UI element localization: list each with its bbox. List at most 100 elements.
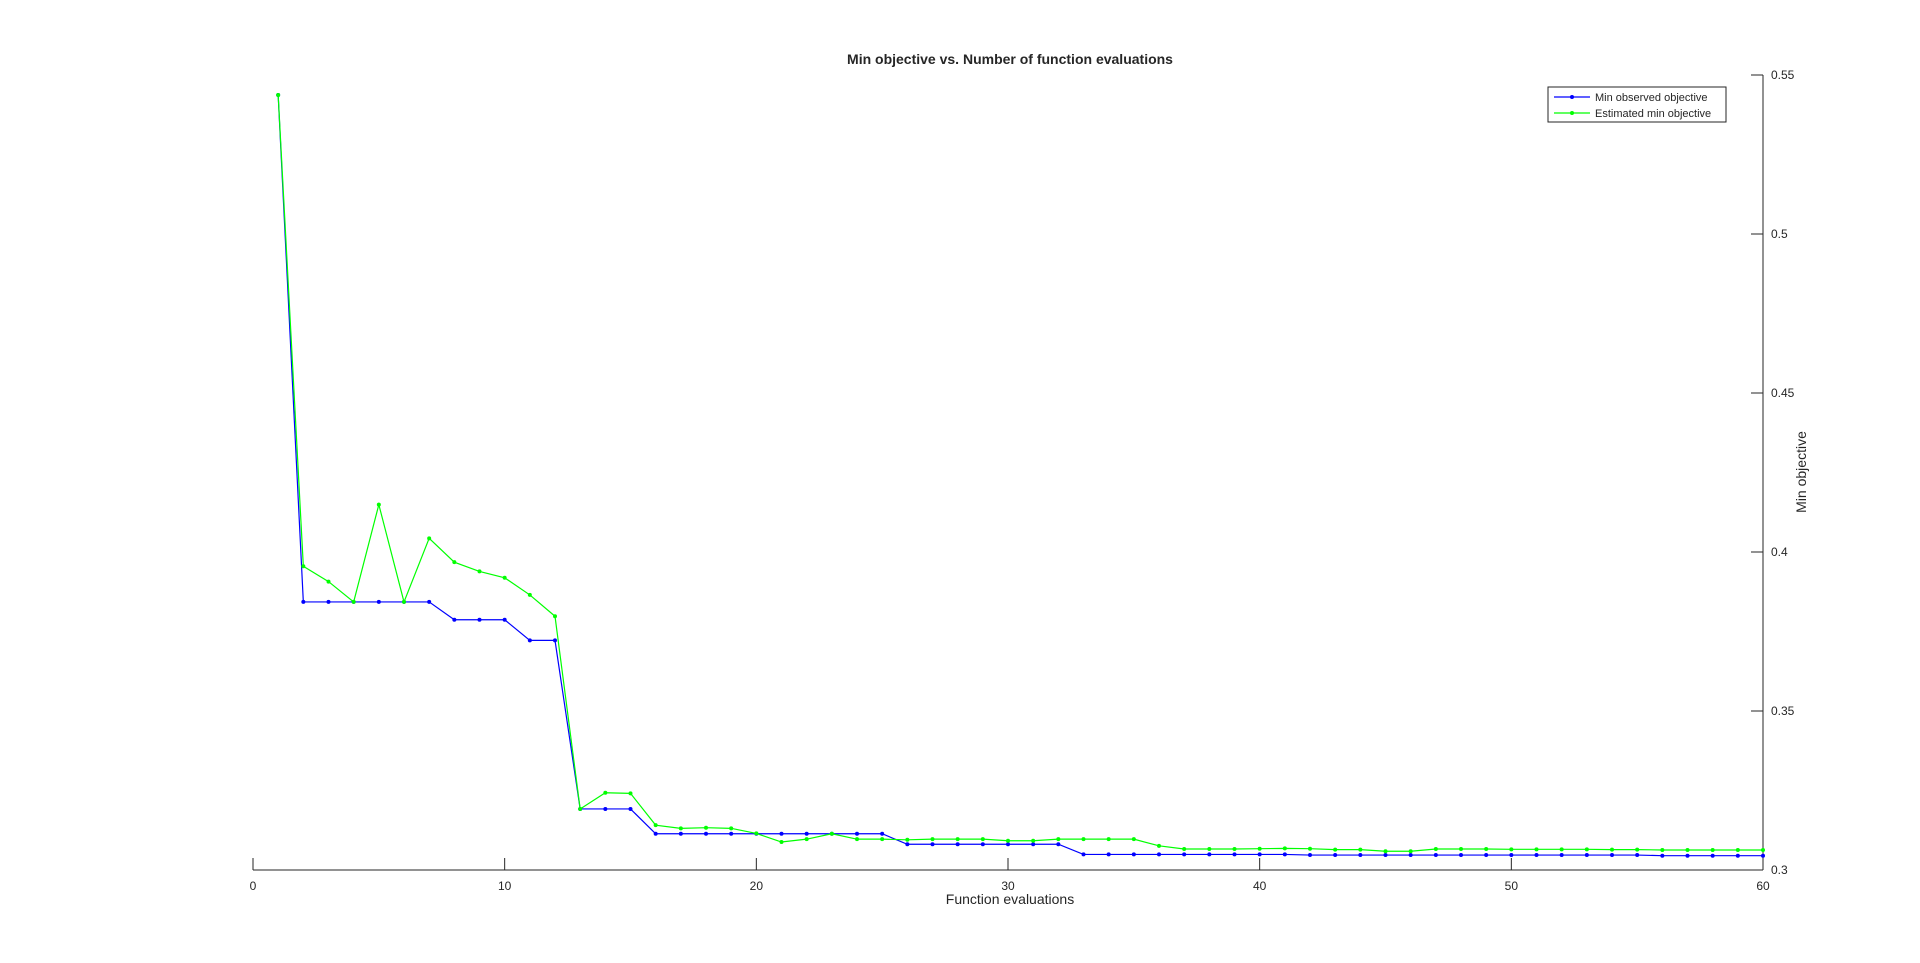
data-point-min-observed-objective xyxy=(1257,852,1262,857)
data-point-min-observed-objective xyxy=(1484,853,1489,858)
data-point-estimated-min-objective xyxy=(1006,838,1010,843)
data-point-estimated-min-objective xyxy=(527,592,532,597)
data-point-min-observed-objective xyxy=(628,806,633,811)
data-point-estimated-min-objective xyxy=(1735,847,1740,852)
legend-marker-min-observed-objective xyxy=(1570,95,1574,99)
data-point-estimated-min-objective xyxy=(402,599,406,604)
data-point-min-observed-objective xyxy=(1610,853,1614,858)
data-point-estimated-min-objective xyxy=(1131,837,1136,842)
data-point-min-observed-objective xyxy=(980,842,985,847)
data-point-estimated-min-objective xyxy=(1660,847,1665,852)
x-tick-label: 50 xyxy=(1505,879,1519,893)
data-point-min-observed-objective xyxy=(779,831,784,836)
data-point-min-observed-objective xyxy=(1308,853,1312,858)
legend-box xyxy=(1547,86,1727,123)
y-tick-label: 0.5 xyxy=(1771,227,1788,241)
data-point-estimated-min-objective xyxy=(1333,847,1338,852)
data-point-min-observed-objective xyxy=(678,831,683,836)
x-tick-label: 60 xyxy=(1756,879,1770,893)
data-point-estimated-min-objective xyxy=(603,790,608,795)
data-point-min-observed-objective xyxy=(930,842,935,847)
data-point-estimated-min-objective xyxy=(1408,849,1413,854)
data-point-estimated-min-objective xyxy=(804,837,809,842)
series-line-estimated-min-objective xyxy=(277,95,1763,852)
data-point-estimated-min-objective xyxy=(1106,837,1111,842)
data-point-min-observed-objective xyxy=(1006,842,1010,847)
x-tick-label: 0 xyxy=(250,879,257,893)
data-point-estimated-min-objective xyxy=(578,806,583,811)
data-point-min-observed-objective xyxy=(1157,852,1161,857)
y-tick-label: 0.45 xyxy=(1771,386,1795,400)
data-point-estimated-min-objective xyxy=(1559,847,1564,852)
data-point-min-observed-objective xyxy=(527,638,532,643)
data-point-estimated-min-objective xyxy=(955,837,960,842)
data-point-estimated-min-objective xyxy=(1232,847,1237,852)
data-point-min-observed-objective xyxy=(1182,852,1187,857)
data-point-min-observed-objective xyxy=(376,599,381,604)
data-point-min-observed-objective xyxy=(1559,853,1564,858)
data-point-min-observed-objective xyxy=(1333,853,1338,858)
data-point-estimated-min-objective xyxy=(754,831,759,836)
data-point-estimated-min-objective xyxy=(1459,847,1463,852)
data-point-estimated-min-objective xyxy=(1031,838,1036,843)
data-point-estimated-min-objective xyxy=(1207,847,1212,852)
data-point-min-observed-objective xyxy=(804,831,809,836)
data-point-estimated-min-objective xyxy=(1710,847,1715,852)
data-point-min-observed-objective xyxy=(1534,853,1539,858)
data-point-min-observed-objective xyxy=(955,842,960,847)
data-point-estimated-min-objective xyxy=(704,825,708,830)
data-point-estimated-min-objective xyxy=(477,569,482,574)
data-point-min-observed-objective xyxy=(603,806,608,811)
data-point-min-observed-objective xyxy=(1207,852,1212,857)
data-point-min-observed-objective xyxy=(704,831,708,836)
data-point-estimated-min-objective xyxy=(880,837,885,842)
data-point-estimated-min-objective xyxy=(1182,847,1187,852)
data-point-min-observed-objective xyxy=(1710,853,1715,858)
data-point-min-observed-objective xyxy=(1056,842,1061,847)
data-point-min-observed-objective xyxy=(1735,853,1740,858)
axes: 0 10 20 30 40 50 600.3 0.35 0.4 0.45 0.5 0.55 xyxy=(250,68,1795,893)
data-point-estimated-min-objective xyxy=(1610,847,1614,852)
data-point-estimated-min-objective xyxy=(1056,837,1061,842)
x-axis-label: Function evaluations xyxy=(946,891,1074,907)
legend-label-estimated-min-objective: Estimated min objective xyxy=(1595,108,1711,120)
data-point-estimated-min-objective xyxy=(829,831,834,836)
data-point-min-observed-objective xyxy=(326,599,331,604)
plot-area xyxy=(276,93,1765,858)
data-point-min-observed-objective xyxy=(502,617,507,622)
data-point-estimated-min-objective xyxy=(653,823,658,828)
data-point-min-observed-objective xyxy=(553,638,557,643)
data-point-min-observed-objective xyxy=(1081,852,1086,857)
data-point-estimated-min-objective xyxy=(1308,846,1312,851)
y-tick-label: 0.3 xyxy=(1771,863,1788,877)
legend-label-min-observed-objective: Min observed objective xyxy=(1595,92,1708,104)
x-tick-label: 40 xyxy=(1253,879,1267,893)
x-tick-label: 20 xyxy=(750,879,764,893)
data-point-min-observed-objective xyxy=(729,831,734,836)
data-point-estimated-min-objective xyxy=(1685,847,1690,852)
data-point-estimated-min-objective xyxy=(930,837,935,842)
data-point-min-observed-objective xyxy=(1433,853,1438,858)
data-point-min-observed-objective xyxy=(1635,853,1640,858)
data-point-estimated-min-objective xyxy=(452,560,457,565)
data-point-min-observed-objective xyxy=(653,831,658,836)
data-point-min-observed-objective xyxy=(1131,852,1136,857)
data-point-min-observed-objective xyxy=(427,599,432,604)
y-tick-label: 0.55 xyxy=(1771,68,1795,82)
data-point-min-observed-objective xyxy=(452,617,457,622)
data-point-min-observed-objective xyxy=(1383,853,1388,858)
data-point-estimated-min-objective xyxy=(980,837,985,842)
data-point-estimated-min-objective xyxy=(1534,847,1539,852)
data-point-estimated-min-objective xyxy=(276,93,281,98)
data-point-min-observed-objective xyxy=(1459,853,1463,858)
x-tick-label: 30 xyxy=(1001,879,1015,893)
data-point-min-observed-objective xyxy=(1685,853,1690,858)
data-point-estimated-min-objective xyxy=(427,536,432,541)
data-point-estimated-min-objective xyxy=(502,575,507,580)
data-point-estimated-min-objective xyxy=(301,564,306,569)
data-point-estimated-min-objective xyxy=(779,840,784,845)
data-point-estimated-min-objective xyxy=(855,837,859,842)
data-point-min-observed-objective xyxy=(1232,852,1237,857)
data-point-estimated-min-objective xyxy=(1257,846,1262,851)
data-point-estimated-min-objective xyxy=(678,826,683,831)
